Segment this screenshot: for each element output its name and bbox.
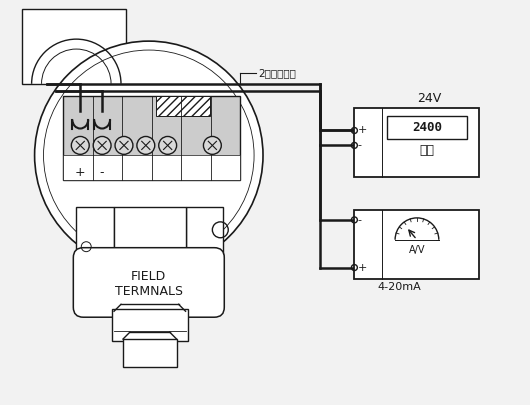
Text: FIELD: FIELD xyxy=(131,270,166,283)
Bar xyxy=(64,156,240,180)
Circle shape xyxy=(115,136,133,154)
Text: 24V: 24V xyxy=(417,92,441,104)
Bar xyxy=(64,96,240,180)
Circle shape xyxy=(93,136,111,154)
Text: +: + xyxy=(357,262,367,273)
Bar xyxy=(123,339,176,367)
Text: -: - xyxy=(357,215,361,225)
Circle shape xyxy=(34,41,263,270)
Text: +: + xyxy=(357,126,367,136)
Bar xyxy=(22,9,126,84)
Bar xyxy=(114,207,186,257)
Text: -: - xyxy=(357,141,361,150)
FancyBboxPatch shape xyxy=(73,248,224,317)
Text: 2400: 2400 xyxy=(412,121,442,134)
Text: 4-20mA: 4-20mA xyxy=(377,282,421,292)
Bar xyxy=(186,207,223,257)
Bar xyxy=(76,207,114,257)
Circle shape xyxy=(158,136,176,154)
Text: 电源: 电源 xyxy=(419,144,435,157)
Circle shape xyxy=(204,136,222,154)
Text: +: + xyxy=(75,166,85,179)
Bar xyxy=(156,96,210,115)
Text: TERMNALS: TERMNALS xyxy=(115,285,183,298)
Text: A/V: A/V xyxy=(409,245,425,255)
Text: -: - xyxy=(100,166,104,179)
Circle shape xyxy=(72,136,89,154)
Text: 2线不分极性: 2线不分极性 xyxy=(258,68,296,78)
Circle shape xyxy=(137,136,155,154)
Bar xyxy=(355,210,479,279)
Bar xyxy=(387,115,466,139)
Bar xyxy=(355,108,479,177)
FancyBboxPatch shape xyxy=(112,309,188,341)
